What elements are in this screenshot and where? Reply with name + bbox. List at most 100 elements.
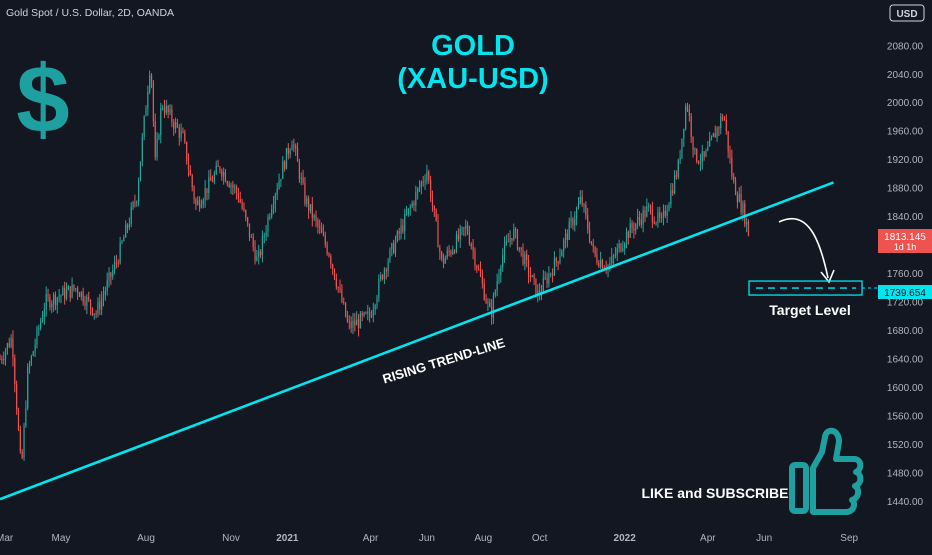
candle-body <box>450 251 452 254</box>
candle-body <box>197 200 199 205</box>
candle <box>694 147 696 155</box>
candle <box>542 269 544 293</box>
candle <box>564 228 567 249</box>
candle-body <box>424 180 426 183</box>
candle-body <box>479 269 482 277</box>
candle <box>624 242 626 255</box>
candle-body <box>616 248 618 256</box>
candle <box>132 200 134 211</box>
candle <box>405 205 408 216</box>
candle <box>352 312 354 334</box>
candle <box>230 182 232 195</box>
x-tick-label: Jun <box>419 533 435 544</box>
candle <box>232 180 234 195</box>
candle <box>226 180 228 187</box>
candle <box>138 177 140 207</box>
candle <box>41 311 44 323</box>
candle <box>611 247 613 266</box>
candle-body <box>685 106 687 129</box>
candle-body <box>315 215 317 221</box>
candle <box>162 104 164 111</box>
candle-body <box>431 198 434 206</box>
candle <box>479 261 482 278</box>
candle-body <box>513 228 515 240</box>
candle <box>6 342 8 355</box>
candle-body <box>455 234 458 252</box>
candle-body <box>387 261 389 272</box>
candle <box>102 286 105 307</box>
candle <box>93 313 95 320</box>
candle-body <box>524 254 526 265</box>
candle <box>437 213 439 248</box>
cta-text: LIKE and SUBSCRIBE <box>641 485 788 501</box>
candle-body <box>38 328 40 330</box>
candle <box>261 230 264 263</box>
candle <box>376 294 378 310</box>
candle-body <box>640 219 642 225</box>
candle <box>474 247 476 271</box>
candle <box>71 277 73 299</box>
candle <box>505 234 507 246</box>
candle <box>646 198 648 218</box>
candle <box>27 363 29 411</box>
candle-body <box>1 359 3 361</box>
candle <box>86 294 88 315</box>
candle <box>45 286 47 317</box>
candle <box>186 141 188 165</box>
candle <box>729 145 731 164</box>
candle <box>143 115 145 141</box>
candle-body <box>263 235 265 237</box>
candle-body <box>686 106 689 110</box>
candle <box>587 207 589 234</box>
candle-body <box>343 302 345 304</box>
candle <box>563 237 565 258</box>
candle <box>174 117 177 134</box>
candle <box>661 212 663 223</box>
candle <box>733 172 735 184</box>
candle-body <box>487 302 489 304</box>
candle-body <box>624 243 626 249</box>
candle-body <box>505 241 507 244</box>
candle-body <box>644 210 646 217</box>
x-tick-label: Apr <box>700 533 716 544</box>
price-axis[interactable]: 1440.00 1480.00 1520.00 1560.00 1600.00 1640.… <box>887 41 924 508</box>
currency-badge[interactable]: USD <box>889 4 925 22</box>
target-price-value: 1739.654 <box>884 288 926 299</box>
candle <box>572 216 574 230</box>
candle <box>426 164 428 185</box>
x-tick-label: Jun <box>756 533 772 544</box>
candle-body <box>590 241 592 244</box>
candle <box>740 185 742 216</box>
dollar-sign-icon: $ <box>16 46 69 153</box>
candle <box>454 249 456 255</box>
target-level-label: Target Level <box>769 302 850 318</box>
candle-body <box>267 217 269 232</box>
candle-body <box>668 204 670 211</box>
candle <box>359 311 361 329</box>
candle-body <box>328 253 330 257</box>
target-level-box[interactable] <box>748 280 878 296</box>
thumbs-up-icon[interactable] <box>789 427 864 515</box>
candle <box>126 223 129 234</box>
candle-body <box>723 118 726 121</box>
candle <box>178 124 180 146</box>
candle-body <box>694 148 696 150</box>
candle-body <box>224 171 227 182</box>
symbol-title: Gold Spot / U.S. Dollar, 2D, OANDA <box>6 7 174 19</box>
candle <box>672 183 674 196</box>
candle-body <box>356 319 358 326</box>
candle <box>193 185 195 204</box>
candle-body <box>701 151 703 162</box>
candle <box>727 130 729 159</box>
candle <box>515 226 517 239</box>
candle <box>36 325 38 349</box>
candle <box>293 138 295 152</box>
time-axis[interactable]: Mar May Aug Nov 2021 Apr Jun Aug Oct 2022 Apr Jun Se… <box>0 533 859 544</box>
chart-subtitle: (XAU-USD) <box>397 63 548 95</box>
candle-body <box>25 408 27 426</box>
candle <box>629 217 631 239</box>
candle <box>496 273 498 297</box>
candle <box>243 202 245 212</box>
